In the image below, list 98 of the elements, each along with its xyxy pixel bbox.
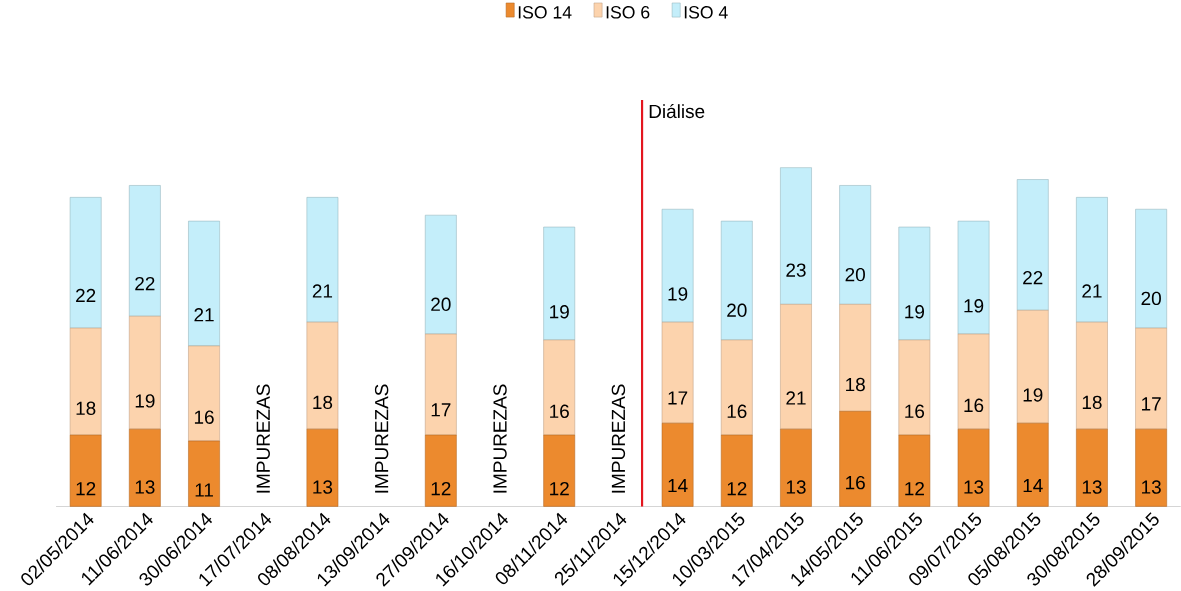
data-label: 21 <box>312 284 333 298</box>
data-label: 16 <box>550 404 569 418</box>
bar <box>1135 208 1167 329</box>
data-label: 19 <box>668 286 688 301</box>
data-label: 19 <box>550 304 569 319</box>
data-label: 14 <box>668 478 688 492</box>
data-label: 12 <box>905 481 924 495</box>
bar <box>1135 327 1167 430</box>
data-label: 11 <box>195 483 213 497</box>
bar <box>69 327 102 436</box>
data-label: 19 <box>135 393 155 408</box>
bar <box>898 434 931 507</box>
bar <box>69 196 102 329</box>
data-label: 16 <box>194 410 214 424</box>
data-label: 12 <box>727 481 747 495</box>
data-label: 13 <box>786 480 806 494</box>
data-label: 12 <box>550 481 569 495</box>
bar <box>1016 422 1049 507</box>
bar <box>839 184 872 305</box>
bar <box>898 339 931 436</box>
legend-label: ISO 6 <box>606 5 650 19</box>
bar <box>957 333 990 430</box>
data-label: 22 <box>76 288 96 302</box>
bar <box>1135 428 1167 507</box>
bar <box>957 220 990 335</box>
annotation: IMPUREZAS <box>374 384 389 493</box>
legend-label: ISO 4 <box>684 5 728 19</box>
bar <box>188 345 220 442</box>
bar <box>306 196 339 323</box>
data-label: 19 <box>964 298 984 313</box>
annotation: IMPUREZAS <box>493 384 507 493</box>
data-label: 18 <box>1082 395 1102 409</box>
data-label: 13 <box>313 480 333 494</box>
annotation: IMPUREZAS <box>256 384 270 493</box>
data-label: 21 <box>194 307 214 322</box>
data-label: 13 <box>964 480 984 494</box>
bar <box>1016 309 1049 424</box>
bar <box>188 440 220 507</box>
bar <box>780 303 812 430</box>
bar <box>543 434 576 507</box>
data-label: 19 <box>1023 388 1043 402</box>
bar <box>69 434 102 507</box>
data-label: 20 <box>431 297 451 311</box>
data-label: 13 <box>135 480 155 494</box>
bar <box>129 184 161 317</box>
data-label: 16 <box>964 398 984 412</box>
bar <box>661 422 694 507</box>
data-label: 18 <box>846 377 865 392</box>
bar <box>129 428 161 507</box>
bar <box>129 315 161 430</box>
bar <box>1076 196 1108 323</box>
bar <box>306 428 339 507</box>
data-label: 16 <box>727 404 747 418</box>
data-label: 19 <box>905 304 925 319</box>
data-label: 16 <box>846 475 865 490</box>
bar <box>661 208 694 323</box>
bar <box>306 321 339 430</box>
bar <box>720 339 753 436</box>
data-label: 16 <box>905 404 925 418</box>
data-label: 17 <box>431 403 451 417</box>
data-label: 13 <box>1142 480 1161 494</box>
data-label: 17 <box>668 391 688 405</box>
bar <box>424 333 457 436</box>
bar <box>720 220 753 341</box>
data-label: 21 <box>1082 284 1102 298</box>
data-label: 12 <box>431 481 451 495</box>
bar <box>424 434 457 507</box>
bar <box>780 428 812 507</box>
bar <box>1076 321 1108 430</box>
data-label: 22 <box>135 276 155 290</box>
data-label: 18 <box>313 395 333 409</box>
bar <box>543 339 576 436</box>
bar <box>957 428 990 507</box>
legend-label: ISO 14 <box>518 5 572 19</box>
bar <box>839 410 872 507</box>
data-label: 23 <box>786 263 806 277</box>
bar <box>1076 428 1108 507</box>
bar <box>188 220 220 346</box>
bar <box>661 321 694 424</box>
data-label: 21 <box>786 391 806 405</box>
bar <box>1016 179 1049 311</box>
data-label: 12 <box>76 481 96 495</box>
data-label: 20 <box>845 267 865 282</box>
data-label: 20 <box>1141 291 1161 305</box>
bar <box>424 214 457 335</box>
bar <box>543 226 576 341</box>
data-label: 18 <box>76 401 96 415</box>
ref-line-label: Diálise <box>649 103 705 118</box>
bar <box>839 303 872 412</box>
data-label: 22 <box>1023 270 1043 284</box>
data-label: 20 <box>727 303 747 317</box>
data-label: 14 <box>1023 478 1043 492</box>
data-label: 17 <box>1142 397 1161 411</box>
bar <box>780 167 812 305</box>
bar <box>898 226 931 341</box>
data-label: 13 <box>1082 480 1102 494</box>
bar <box>720 434 753 507</box>
annotation: IMPUREZAS <box>611 384 626 493</box>
